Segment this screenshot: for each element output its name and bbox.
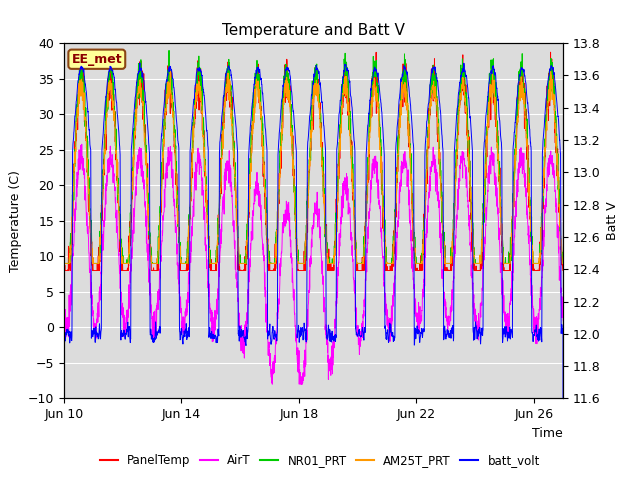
Y-axis label: Batt V: Batt V	[606, 202, 620, 240]
Y-axis label: Temperature (C): Temperature (C)	[10, 170, 22, 272]
Text: Time: Time	[532, 427, 563, 440]
Legend: PanelTemp, AirT, NR01_PRT, AM25T_PRT, batt_volt: PanelTemp, AirT, NR01_PRT, AM25T_PRT, ba…	[95, 449, 545, 472]
Title: Temperature and Batt V: Temperature and Batt V	[222, 23, 405, 38]
Text: EE_met: EE_met	[72, 53, 122, 66]
